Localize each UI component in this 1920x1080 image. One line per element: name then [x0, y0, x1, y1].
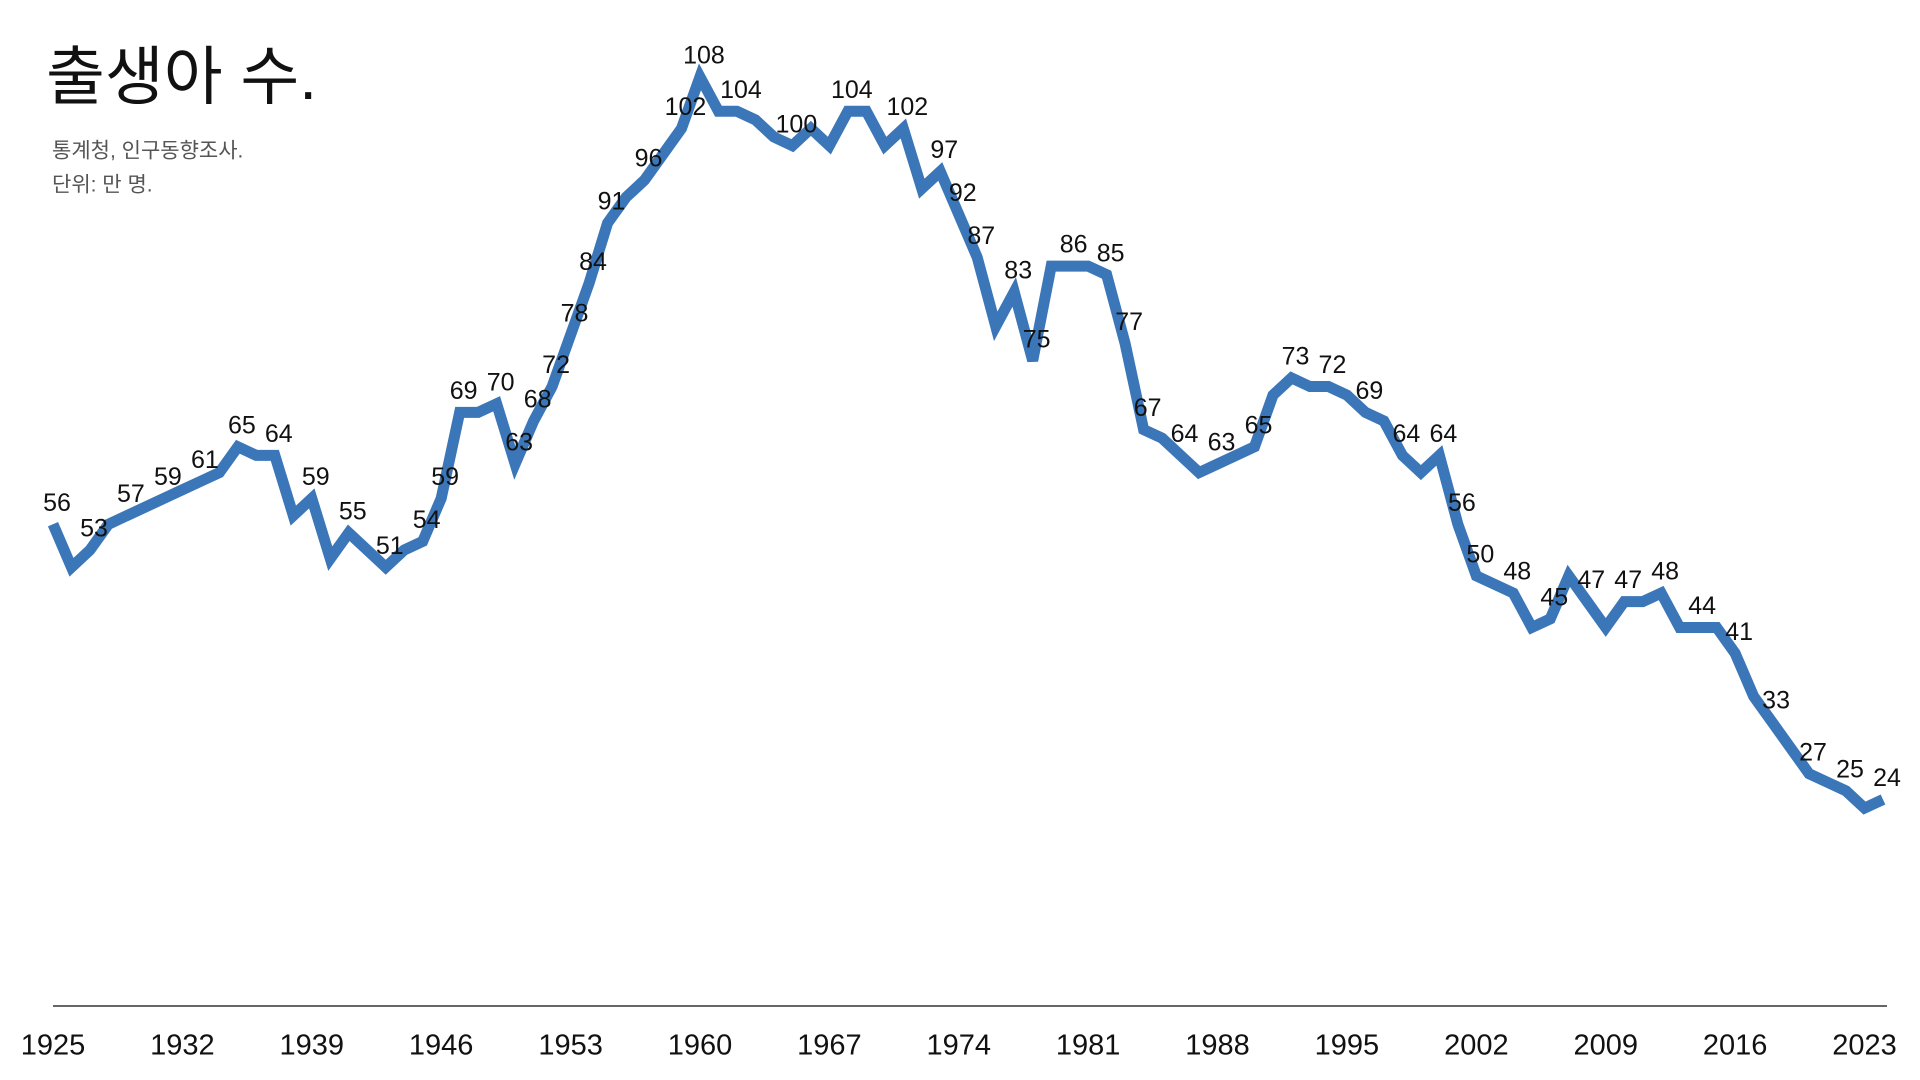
value-label: 56: [43, 489, 71, 517]
x-tick-label: 1967: [797, 1030, 862, 1062]
value-label: 57: [117, 480, 145, 508]
x-tick-label: 1925: [21, 1030, 86, 1062]
value-label: 24: [1873, 764, 1901, 792]
data-line: [47, 63, 1886, 815]
x-tick-label: 1932: [150, 1030, 215, 1062]
value-label: 85: [1097, 239, 1125, 267]
x-tick-label: 2009: [1573, 1030, 1638, 1062]
value-label: 69: [1356, 377, 1384, 405]
value-label: 51: [376, 532, 404, 560]
value-label: 83: [1004, 257, 1032, 285]
value-label: 47: [1614, 566, 1642, 594]
chart-subtitle: 통계청, 인구동향조사.: [52, 140, 243, 163]
x-tick-label: 1939: [280, 1030, 345, 1062]
value-label: 65: [1245, 411, 1273, 439]
value-label: 100: [776, 110, 818, 138]
value-label: 33: [1762, 687, 1790, 715]
value-label: 102: [886, 93, 928, 121]
value-label: 78: [561, 300, 589, 328]
value-label: 72: [1319, 351, 1347, 379]
x-tick-label: 2002: [1444, 1030, 1509, 1062]
value-label: 56: [1448, 489, 1476, 517]
value-label: 65: [228, 411, 256, 439]
value-label: 25: [1836, 756, 1864, 784]
value-label: 63: [1208, 429, 1236, 457]
value-label: 47: [1577, 566, 1605, 594]
value-label: 55: [339, 497, 367, 525]
value-label: 87: [967, 222, 995, 250]
value-label: 77: [1115, 308, 1143, 336]
value-label: 104: [720, 76, 762, 104]
value-label: 48: [1503, 558, 1531, 586]
value-label: 69: [450, 377, 478, 405]
value-label: 64: [1429, 420, 1457, 448]
value-label: 27: [1799, 738, 1827, 766]
value-label: 72: [542, 351, 570, 379]
value-label: 59: [431, 463, 459, 491]
value-label: 104: [831, 76, 873, 104]
x-tick-label: 1946: [409, 1030, 474, 1062]
x-tick-label: 1988: [1185, 1030, 1250, 1062]
value-label: 59: [302, 463, 330, 491]
value-label: 75: [1023, 325, 1051, 353]
value-label: 53: [80, 515, 108, 543]
value-label: 54: [413, 506, 441, 534]
x-tick-label: 2016: [1703, 1030, 1768, 1062]
value-label: 108: [683, 41, 725, 69]
value-label: 64: [1171, 420, 1199, 448]
value-label: 92: [949, 179, 977, 207]
value-label: 91: [598, 188, 626, 216]
value-label: 70: [487, 368, 515, 396]
unit-note: 단위: 만 명.: [52, 174, 153, 197]
value-label: 97: [930, 136, 958, 164]
value-label: 50: [1466, 540, 1494, 568]
value-label: 68: [524, 386, 552, 414]
value-label: 45: [1540, 583, 1568, 611]
x-tick-label: 1974: [926, 1030, 991, 1062]
value-label: 73: [1282, 343, 1310, 371]
value-label: 64: [265, 420, 293, 448]
value-label: 67: [1134, 394, 1162, 422]
value-label: 41: [1725, 618, 1753, 646]
x-tick-label: 1960: [668, 1030, 733, 1062]
value-label: 61: [191, 446, 219, 474]
chart-title: 출생아 수.: [46, 41, 317, 113]
x-tick-label: 1981: [1056, 1030, 1121, 1062]
value-label: 102: [665, 93, 707, 121]
value-label: 44: [1688, 592, 1716, 620]
value-label: 84: [579, 248, 607, 276]
x-tick-label: 1995: [1315, 1030, 1380, 1062]
value-label: 59: [154, 463, 182, 491]
value-label: 64: [1392, 420, 1420, 448]
value-label: 96: [635, 145, 663, 173]
value-label: 86: [1060, 231, 1088, 259]
value-label: 63: [505, 429, 533, 457]
x-tick-label: 1953: [538, 1030, 603, 1062]
value-label: 48: [1651, 558, 1679, 586]
x-tick-label: 2023: [1832, 1030, 1897, 1062]
